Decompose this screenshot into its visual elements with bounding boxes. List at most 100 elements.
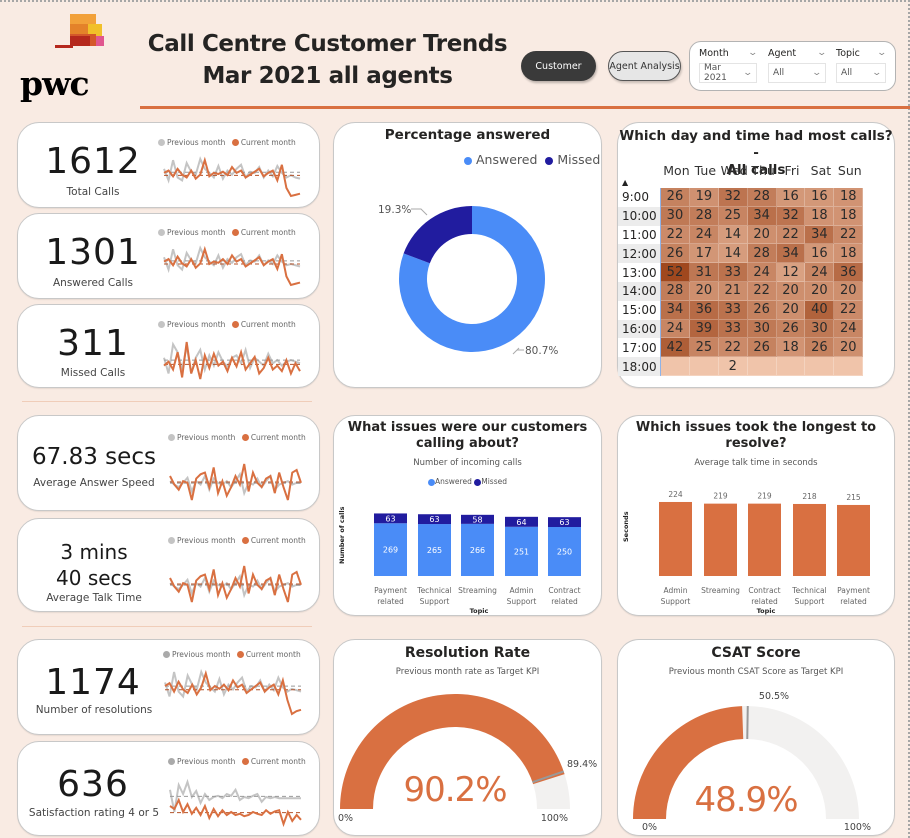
- heatmap-cell[interactable]: [805, 357, 835, 376]
- heatmap-cell[interactable]: 34: [661, 300, 690, 320]
- heatmap-cell[interactable]: 34: [776, 244, 806, 264]
- donut-slice-missed[interactable]: [403, 206, 472, 264]
- heatmap-cell[interactable]: 42: [661, 338, 690, 358]
- bar-missed[interactable]: [505, 516, 538, 527]
- bar[interactable]: [837, 504, 870, 576]
- bar[interactable]: [748, 503, 781, 576]
- heatmap-cell[interactable]: 18: [776, 338, 806, 358]
- heatmap-cell[interactable]: 30: [805, 319, 835, 339]
- heatmap-cell[interactable]: 22: [718, 338, 748, 358]
- heatmap-cell[interactable]: 32: [776, 206, 806, 226]
- gauge-value-arc[interactable]: [340, 694, 565, 809]
- heatmap-cell[interactable]: 31: [689, 263, 719, 282]
- heatmap-cell[interactable]: 24: [661, 319, 690, 339]
- heatmap-cell[interactable]: [834, 357, 864, 376]
- bar-missed[interactable]: [418, 514, 451, 525]
- heatmap-cell[interactable]: 2: [718, 357, 748, 376]
- heatmap-cell[interactable]: 24: [747, 263, 777, 282]
- heatmap-cell[interactable]: 26: [747, 338, 777, 358]
- heatmap-cell[interactable]: 24: [805, 263, 835, 282]
- heatmap-cell[interactable]: 33: [718, 300, 748, 320]
- heatmap-cell[interactable]: 39: [689, 319, 719, 339]
- customer-page-button[interactable]: Customer: [521, 51, 596, 81]
- heatmap-cell[interactable]: 20: [776, 281, 806, 301]
- heatmap-cell[interactable]: 26: [661, 188, 690, 207]
- heatmap-cell[interactable]: 26: [747, 300, 777, 320]
- heatmap-cell[interactable]: 28: [747, 244, 777, 264]
- gauge-value-arc[interactable]: [633, 706, 744, 819]
- bar[interactable]: [704, 503, 737, 576]
- heatmap-cell[interactable]: 36: [834, 263, 864, 282]
- heatmap-cell[interactable]: 28: [661, 281, 690, 301]
- heatmap-cell[interactable]: 19: [689, 188, 719, 207]
- heatmap-cell[interactable]: [661, 357, 690, 376]
- heatmap-cell[interactable]: 20: [747, 225, 777, 245]
- heatmap-cell[interactable]: 22: [776, 225, 806, 245]
- heatmap-cell[interactable]: 26: [661, 244, 690, 264]
- agent-dropdown[interactable]: All ⌄: [768, 63, 826, 83]
- chevron-down-icon[interactable]: ⌄: [747, 48, 759, 58]
- heatmap-cell[interactable]: 30: [661, 206, 690, 226]
- heatmap-cell[interactable]: 25: [689, 338, 719, 358]
- heatmap-cell[interactable]: 32: [718, 188, 748, 207]
- heatmap-cell[interactable]: 16: [805, 244, 835, 264]
- chevron-down-icon[interactable]: ⌄: [876, 48, 888, 58]
- heatmap-cell[interactable]: 20: [834, 281, 864, 301]
- heatmap-cell[interactable]: 20: [834, 338, 864, 358]
- heatmap-cell[interactable]: 28: [747, 188, 777, 207]
- month-slicer[interactable]: Month ⌄ Mar 2021 ⌄: [699, 46, 759, 83]
- agent-slicer[interactable]: Agent ⌄ All ⌄: [768, 46, 828, 83]
- bar-answered[interactable]: [548, 527, 581, 576]
- heatmap-cell[interactable]: 40: [805, 300, 835, 320]
- heatmap-cell[interactable]: 20: [776, 300, 806, 320]
- chevron-down-icon[interactable]: ⌄: [816, 48, 828, 58]
- bar[interactable]: [793, 503, 826, 576]
- heatmap-cell[interactable]: 24: [834, 319, 864, 339]
- month-dropdown[interactable]: Mar 2021 ⌄: [699, 63, 757, 83]
- bar-answered[interactable]: [418, 524, 451, 576]
- heatmap-cell[interactable]: 33: [718, 319, 748, 339]
- heatmap-cell[interactable]: 22: [834, 225, 864, 245]
- heatmap-cell[interactable]: 16: [805, 188, 835, 207]
- heatmap-cell[interactable]: 18: [834, 206, 864, 226]
- heatmap-cell[interactable]: 18: [834, 188, 864, 207]
- heatmap-cell[interactable]: 16: [776, 188, 806, 207]
- heatmap-cell[interactable]: 14: [718, 225, 748, 245]
- bar[interactable]: [659, 501, 692, 576]
- heatmap-cell[interactable]: 18: [834, 244, 864, 264]
- agent-analysis-page-button[interactable]: Agent Analysis: [608, 51, 681, 81]
- bar-missed[interactable]: [374, 513, 407, 524]
- heatmap-cell[interactable]: 34: [747, 206, 777, 226]
- bar-answered[interactable]: [374, 523, 407, 576]
- heatmap-cell[interactable]: [776, 357, 806, 376]
- bar-answered[interactable]: [505, 526, 538, 576]
- heatmap-cell[interactable]: 22: [747, 281, 777, 301]
- bar-missed[interactable]: [548, 517, 581, 527]
- heatmap-cell[interactable]: 28: [689, 206, 719, 226]
- heatmap-cell[interactable]: 22: [834, 300, 864, 320]
- heatmap-cell[interactable]: 22: [661, 225, 690, 245]
- topic-slicer[interactable]: Topic ⌄ All ⌄: [836, 46, 888, 83]
- heatmap-cell[interactable]: [747, 357, 777, 376]
- heatmap-cell[interactable]: [689, 357, 719, 376]
- heatmap-cell[interactable]: 25: [718, 206, 748, 226]
- heatmap-cell[interactable]: 21: [718, 281, 748, 301]
- heatmap-cell[interactable]: 52: [661, 263, 690, 282]
- bar-answered[interactable]: [461, 523, 494, 576]
- heatmap-cell[interactable]: 18: [805, 206, 835, 226]
- sort-ascending-icon[interactable]: ▲: [622, 178, 629, 187]
- heatmap-cell[interactable]: 33: [718, 263, 748, 282]
- heatmap-cell[interactable]: 30: [747, 319, 777, 339]
- heatmap-cell[interactable]: 20: [805, 281, 835, 301]
- heatmap-cell[interactable]: 34: [805, 225, 835, 245]
- donut-slice-answered[interactable]: [399, 206, 545, 352]
- heatmap-cell[interactable]: 24: [689, 225, 719, 245]
- heatmap-cell[interactable]: 36: [689, 300, 719, 320]
- heatmap-cell[interactable]: 26: [805, 338, 835, 358]
- heatmap-cell[interactable]: 12: [776, 263, 806, 282]
- heatmap-cell[interactable]: 20: [689, 281, 719, 301]
- heatmap-cell[interactable]: 14: [718, 244, 748, 264]
- bar-missed[interactable]: [461, 514, 494, 524]
- heatmap-cell[interactable]: 17: [689, 244, 719, 264]
- heatmap-cell[interactable]: 26: [776, 319, 806, 339]
